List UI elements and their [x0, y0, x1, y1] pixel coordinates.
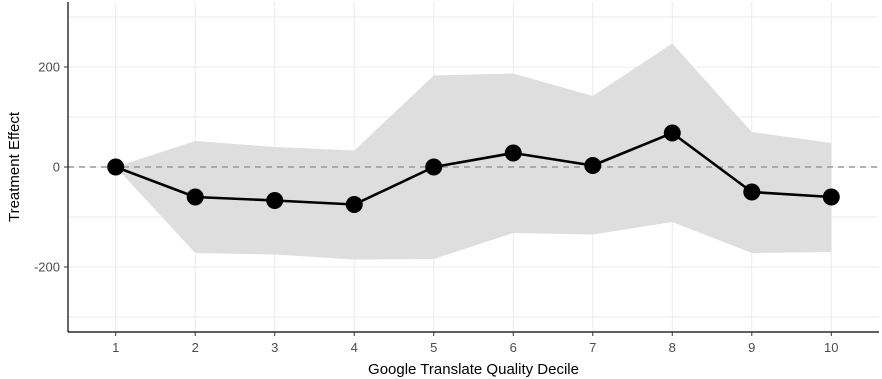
data-point: [186, 188, 204, 206]
x-tick-label: 4: [351, 340, 358, 355]
x-tick-label: 2: [192, 340, 199, 355]
confidence-band-group: [115, 43, 832, 260]
x-tick-label: 8: [669, 340, 676, 355]
data-point: [345, 196, 363, 213]
data-points: [107, 124, 840, 213]
data-point: [584, 157, 602, 174]
x-tick-label: 9: [748, 340, 755, 355]
y-tick-label: 0: [53, 160, 60, 175]
y-tick-label: -200: [34, 260, 60, 275]
x-tick-label: 1: [112, 340, 119, 355]
x-tick-label: 6: [510, 340, 517, 355]
axes: [64, 2, 879, 336]
x-tick-label: 3: [271, 340, 278, 355]
data-point: [266, 192, 284, 209]
data-point: [425, 158, 443, 176]
data-point: [504, 144, 522, 162]
y-tick-label: 200: [38, 60, 60, 75]
tick-labels: 1 2 3 4 5 6 7 8 9 10 200 0 -200: [34, 60, 839, 356]
confidence-band: [115, 43, 832, 260]
data-point: [663, 124, 681, 142]
x-axis-title: Google Translate Quality Decile: [368, 361, 579, 378]
series-line: [115, 131, 832, 206]
data-point: [743, 183, 761, 201]
y-axis-title: Treatment Effect: [6, 111, 23, 222]
series-line-group: [115, 131, 832, 206]
x-tick-label: 5: [430, 340, 437, 355]
x-tick-label: 10: [824, 340, 838, 355]
data-point: [822, 188, 840, 206]
x-tick-label: 7: [589, 340, 596, 355]
data-point: [107, 158, 125, 176]
